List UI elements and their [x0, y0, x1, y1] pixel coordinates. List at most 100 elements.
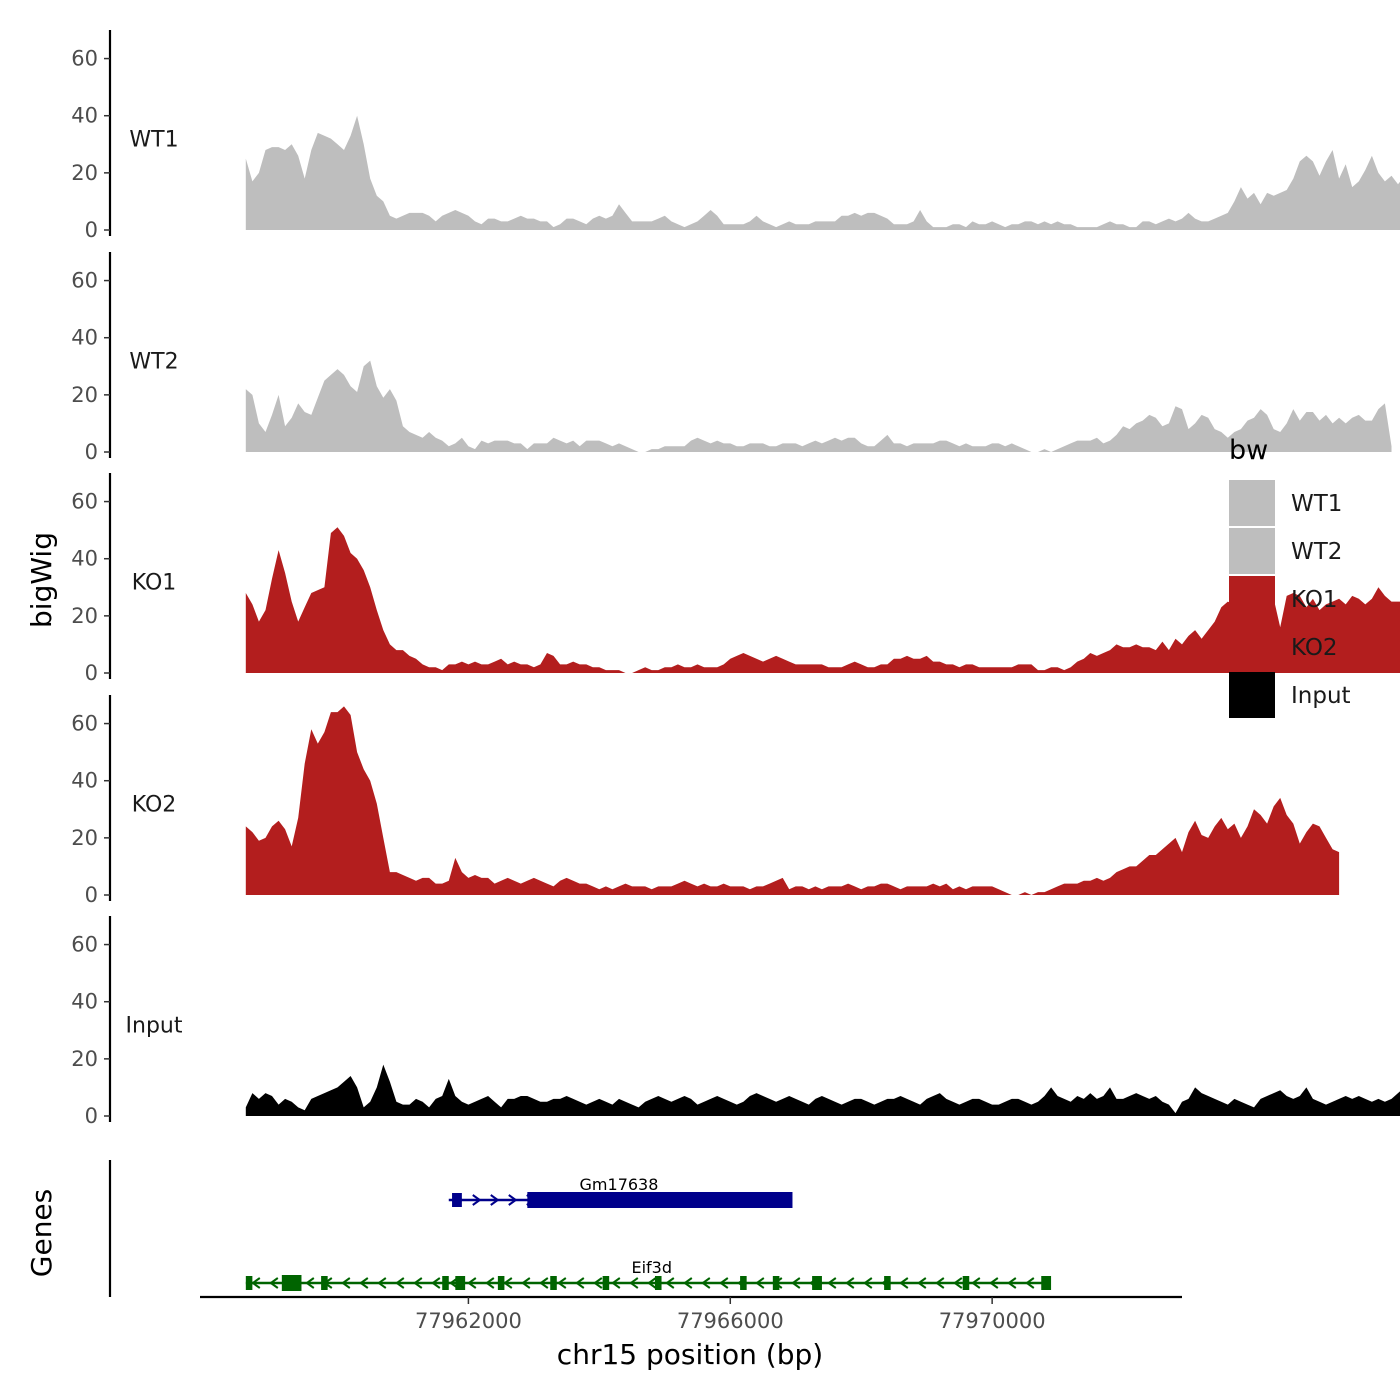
y-tick-label: 0	[85, 440, 98, 464]
legend-swatch-wt1	[1229, 480, 1275, 526]
track-label: WT2	[129, 350, 178, 375]
y-tick-label: 60	[71, 269, 98, 293]
track-label: WT1	[129, 128, 178, 153]
strand-arrow	[827, 1277, 837, 1289]
legend-swatch-wt2	[1229, 528, 1275, 574]
track-wt1: 0 20 40 60 WT1	[71, 30, 1400, 242]
strand-arrow	[269, 1277, 279, 1289]
strand-arrow	[863, 1277, 873, 1289]
y-tick-label: 40	[71, 769, 98, 793]
strand-arrow	[719, 1277, 729, 1289]
y-tick-label: 20	[71, 383, 98, 407]
strand-arrow	[917, 1277, 927, 1289]
y-tick-label: 20	[71, 826, 98, 850]
y-tick-label: 0	[85, 883, 98, 907]
legend-label-input: Input	[1291, 683, 1351, 709]
strand-arrow	[1007, 1277, 1017, 1289]
strand-arrow	[953, 1277, 963, 1289]
coverage-area-wt2	[245, 360, 1392, 452]
y-tick-label: 40	[71, 990, 98, 1014]
legend-label-ko2: KO2	[1291, 635, 1338, 661]
legend-swatch-ko1	[1229, 576, 1275, 622]
legend-label-wt2: WT2	[1291, 539, 1342, 565]
gene-exon	[812, 1276, 822, 1290]
strand-arrow	[665, 1277, 675, 1289]
strand-arrow	[629, 1277, 639, 1289]
gene-gm17638: Gm17638	[448, 1175, 793, 1208]
gene-exon	[884, 1276, 891, 1290]
strand-arrow	[845, 1277, 855, 1289]
strand-arrow	[593, 1277, 603, 1289]
x-axis: 77962000 77966000 77970000	[200, 1295, 1182, 1333]
gene-exon	[962, 1276, 970, 1290]
strand-arrow	[755, 1277, 765, 1289]
gene-exon	[772, 1276, 780, 1290]
gene-eif3d: Eif3d	[245, 1258, 1052, 1291]
genes-layer: Gm17638 Eif3d	[108, 1160, 1052, 1297]
y-tick-label: 20	[71, 604, 98, 628]
coverage-area-wt1	[245, 115, 1400, 230]
x-axis-title: chr15 position (bp)	[557, 1338, 823, 1371]
strand-arrow	[431, 1277, 441, 1289]
strand-arrow	[467, 1277, 477, 1289]
strand-arrow	[971, 1277, 981, 1289]
gene-exon	[740, 1276, 747, 1290]
strand-arrow	[575, 1277, 585, 1289]
gene-exon	[602, 1276, 610, 1290]
gene-exon	[442, 1276, 449, 1290]
strand-arrow	[1025, 1277, 1035, 1289]
legend-label-ko1: KO1	[1291, 587, 1338, 613]
y-tick-label: 40	[71, 326, 98, 350]
track-ko2: 0 20 40 60 KO2	[71, 695, 1340, 907]
y-tick-label: 20	[71, 161, 98, 185]
y-tick-label: 20	[71, 1047, 98, 1071]
y-tick-label: 40	[71, 547, 98, 571]
legend-swatch-ko2	[1229, 624, 1275, 670]
x-tick-label: 77966000	[677, 1309, 784, 1333]
track-input: 0 20 40 60 Input	[71, 916, 1400, 1128]
legend: bw WT1 WT2 KO1 KO2 Input	[1229, 435, 1351, 718]
track-label: KO2	[132, 793, 177, 818]
strand-arrow	[251, 1277, 261, 1289]
strand-arrow	[521, 1277, 531, 1289]
y-tick-label: 60	[71, 933, 98, 957]
strand-arrow	[359, 1277, 369, 1289]
strand-arrow	[341, 1277, 351, 1289]
gene-exon	[245, 1276, 253, 1290]
coverage-area-ko2	[245, 706, 1340, 895]
strand-arrow	[611, 1277, 621, 1289]
strand-arrow	[508, 1194, 518, 1206]
y-axis-title: bigWig	[25, 532, 58, 628]
strand-arrow	[413, 1277, 423, 1289]
y-tick-label: 60	[71, 490, 98, 514]
strand-arrow	[485, 1277, 495, 1289]
track-ko1: 0 20 40 60 KO1	[71, 473, 1400, 685]
y-tick-label: 0	[85, 218, 98, 242]
track-wt2: 0 20 40 60 WT2	[71, 252, 1392, 464]
strand-arrow	[377, 1277, 387, 1289]
gene-exon	[455, 1276, 466, 1290]
x-tick-label: 77962000	[415, 1309, 522, 1333]
strand-arrow	[503, 1277, 513, 1289]
gene-exon	[321, 1276, 328, 1290]
strand-arrow	[557, 1277, 567, 1289]
gene-exon	[550, 1276, 557, 1290]
genes-axis-title: Genes	[25, 1189, 58, 1277]
legend-label-wt1: WT1	[1291, 491, 1342, 517]
tracks-layer: 0 20 40 60 WT1 0 20 40 60 WT2 0 20 40 60 KO1 0 20 40 60 KO2…	[71, 30, 1400, 1128]
strand-arrow	[989, 1277, 999, 1289]
gene-exon	[1041, 1276, 1052, 1290]
strand-arrow	[472, 1194, 482, 1206]
strand-arrow	[701, 1277, 711, 1289]
gene-exon	[281, 1275, 302, 1291]
strand-arrow	[539, 1277, 549, 1289]
y-tick-label: 40	[71, 104, 98, 128]
strand-arrow	[395, 1277, 405, 1289]
y-tick-label: 60	[71, 712, 98, 736]
strand-arrow	[791, 1277, 801, 1289]
strand-arrow	[899, 1277, 909, 1289]
gene-exon	[527, 1192, 793, 1208]
legend-title: bw	[1229, 435, 1268, 466]
gene-exon	[654, 1276, 662, 1290]
